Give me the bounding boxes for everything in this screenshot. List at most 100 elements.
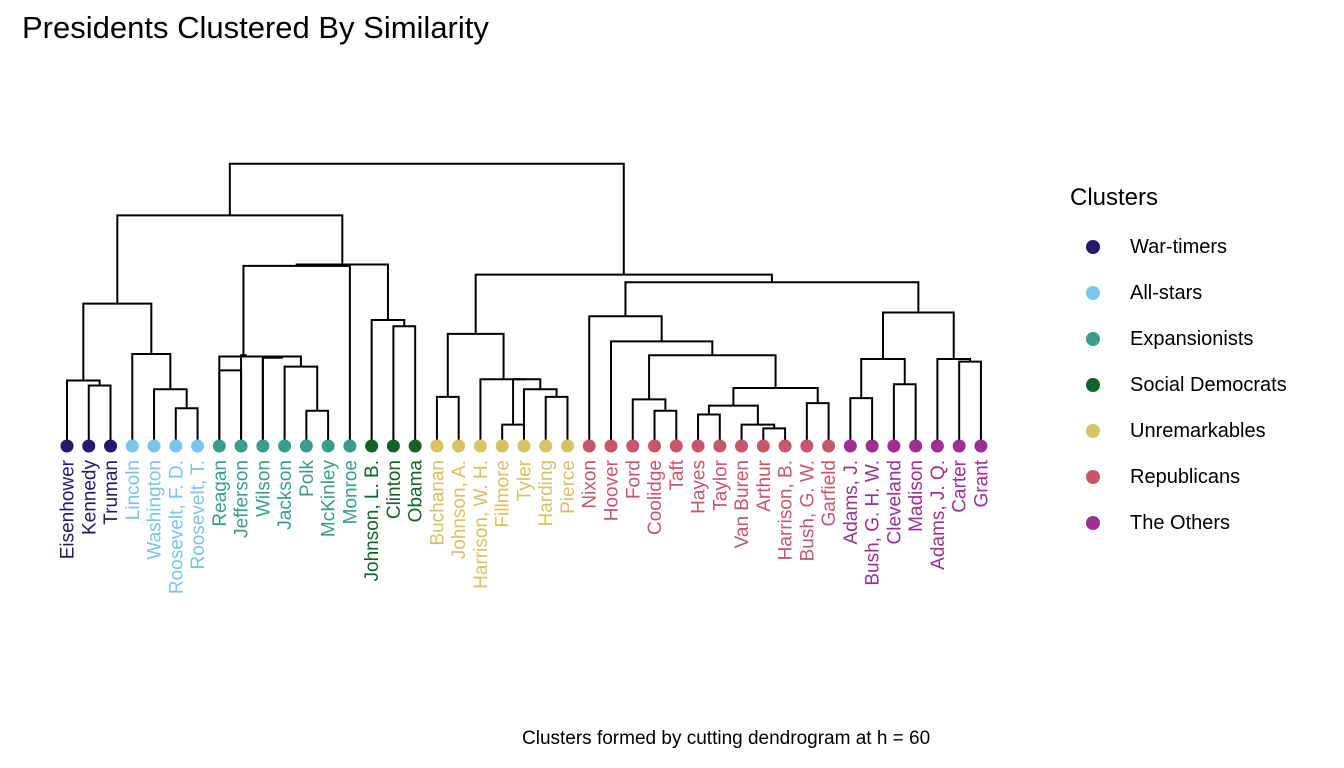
leaf-label: Clinton <box>384 460 405 519</box>
dendrogram-branch-44 <box>474 273 773 334</box>
leaf-point <box>843 439 857 453</box>
dendrogram-branch-38 <box>892 383 917 446</box>
leaf-point <box>909 439 923 453</box>
dendrogram-branches <box>66 162 982 446</box>
dendrogram-branch-2 <box>66 379 101 446</box>
dendrogram-branch-18 <box>116 214 344 304</box>
leaf-point <box>560 439 574 453</box>
legend-item: All-stars <box>1070 270 1287 316</box>
leaf-point <box>386 439 400 453</box>
leaf-point <box>169 439 183 453</box>
legend: Clusters War-timers All-stars Expansionist… <box>1070 184 1287 546</box>
leaf-label: Ford <box>623 460 644 499</box>
leaf-label: Roosevelt, F. D. <box>166 460 187 594</box>
leaf-point <box>125 439 139 453</box>
leaf-label: Adams, J. <box>841 460 862 544</box>
leaf-point <box>147 439 161 453</box>
dendrogram-branch-14 <box>392 325 417 446</box>
leaf-point <box>343 439 357 453</box>
leaf-point <box>778 439 792 453</box>
leaf-label: Nixon <box>580 460 601 509</box>
leaf-label: Buchanan <box>427 460 448 546</box>
dendrogram-branch-3 <box>174 407 199 446</box>
dendrogram-branch-40 <box>958 360 982 446</box>
dendrogram-branch-9 <box>261 355 302 446</box>
dendrogram-branch-10 <box>218 369 243 446</box>
leaf-point <box>582 439 596 453</box>
leaf-point <box>408 439 422 453</box>
leaf-point <box>800 439 814 453</box>
leaf-point <box>713 439 727 453</box>
dendrogram-branch-36 <box>588 315 663 446</box>
legend-item: Expansionists <box>1070 316 1287 362</box>
dendrogram-branch-27 <box>631 398 667 446</box>
leaf-label: Madison <box>906 460 927 532</box>
dendrogram-branch-37 <box>849 397 874 446</box>
leaf-point <box>365 439 379 453</box>
leaf-labels: Eisenhower Kennedy Truman Lincoln Washington… <box>58 459 993 594</box>
leaf-label: Taylor <box>710 459 731 510</box>
legend-label: Social Democrats <box>1130 373 1287 396</box>
leaf-label: Bush, G. W. <box>797 460 818 561</box>
legend-title: Clusters <box>1070 184 1159 211</box>
legend-swatch <box>1086 470 1100 484</box>
legend-label: The Others <box>1130 511 1231 534</box>
legend-swatch <box>1086 516 1100 530</box>
leaf-point <box>604 439 618 453</box>
leaf-point <box>452 439 466 453</box>
leaf-label: Lincoln <box>123 460 144 520</box>
dendrogram-branch-24 <box>479 378 527 446</box>
legend-swatch <box>1086 332 1100 346</box>
leaf-point <box>887 439 901 453</box>
leaf-point <box>974 439 988 453</box>
leaf-label: McKinley <box>319 460 340 538</box>
leaf-point <box>865 439 879 453</box>
leaf-label: Adams, J. Q. <box>928 460 949 570</box>
legend-label: Expansionists <box>1130 327 1254 350</box>
dendrogram-branch-4 <box>153 388 188 446</box>
leaf-label: Reagan <box>210 460 231 527</box>
leaf-label: Pierce <box>558 460 579 514</box>
leaf-point <box>212 439 226 453</box>
legend-item: War-timers <box>1070 224 1287 270</box>
leaf-label: Arthur <box>754 459 775 511</box>
legend-label: All-stars <box>1130 281 1203 304</box>
leaf-point <box>691 439 705 453</box>
leaf-label: Truman <box>101 460 122 525</box>
dendrogram-branch-11 <box>261 356 283 446</box>
leaf-point <box>626 439 640 453</box>
leaf-label: Hayes <box>689 460 710 514</box>
leaf-point <box>256 439 270 453</box>
leaf-label: Monroe <box>340 460 361 524</box>
dendrogram-branch-39 <box>860 358 906 399</box>
legend-items: War-timers All-stars Expansionists Social D… <box>1070 224 1287 546</box>
dendrogram-branch-41 <box>936 358 972 446</box>
chart-title: Presidents Clustered By Similarity <box>22 10 489 45</box>
leaf-label: Roosevelt, T. <box>188 460 209 569</box>
dendrogram-branch-42 <box>882 311 955 360</box>
leaf-point <box>299 439 313 453</box>
leaf-point <box>952 439 966 453</box>
legend-label: War-timers <box>1130 235 1228 258</box>
dendrogram-branch-15 <box>370 319 406 446</box>
leaf-label: Harrison, B. <box>776 460 797 560</box>
leaf-label: Harding <box>536 460 557 527</box>
legend-label: Republicans <box>1130 465 1241 488</box>
leaf-point <box>473 439 487 453</box>
leaf-point <box>430 439 444 453</box>
dendrogram-branch-17 <box>295 263 389 320</box>
leaf-label: Fillmore <box>493 460 514 528</box>
legend-swatch <box>1086 240 1100 254</box>
leaf-label: Carter <box>950 459 971 512</box>
dendrogram-branch-43 <box>624 281 920 317</box>
chart-caption: Clusters formed by cutting dendrogram at… <box>522 728 931 749</box>
dendrogram-branch-13 <box>240 354 247 446</box>
leaf-point <box>234 439 248 453</box>
leaf-point <box>191 439 205 453</box>
legend-item: Social Democrats <box>1070 362 1287 408</box>
legend-swatch <box>1086 378 1100 392</box>
leaf-label: Wilson <box>253 460 274 517</box>
leaf-point <box>495 439 509 453</box>
leaf-point <box>648 439 662 453</box>
